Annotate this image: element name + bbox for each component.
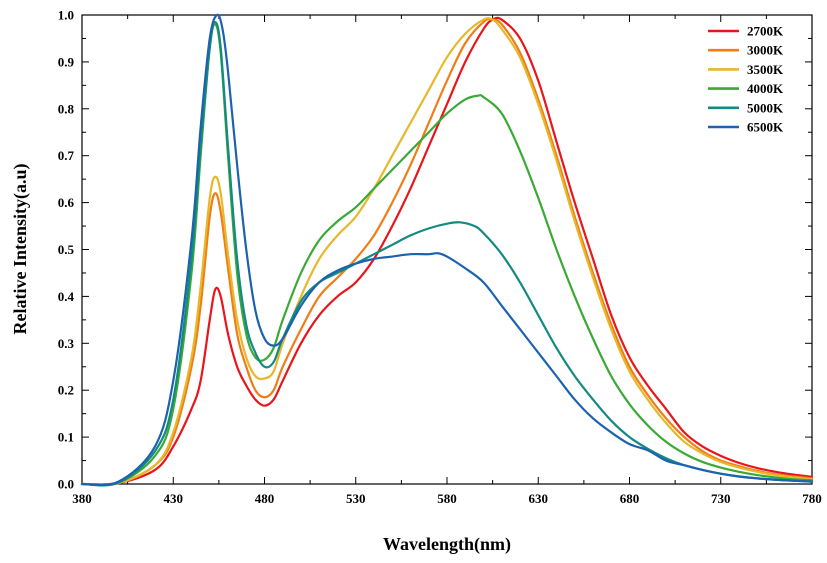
series-line-3000k — [80, 18, 814, 486]
y-tick-label: 0.2 — [58, 383, 74, 398]
y-tick-label: 0.9 — [58, 54, 75, 69]
x-tick-label: 430 — [164, 491, 184, 506]
legend-label-4000k: 4000K — [747, 81, 784, 96]
x-tick-label: 480 — [255, 491, 275, 506]
legend: 2700K 3000K 3500K 4000K 5000K 6500K — [708, 24, 784, 135]
legend-label-6500k: 6500K — [747, 120, 784, 135]
y-tick-label: 0.6 — [58, 195, 75, 210]
x-tick-label: 630 — [529, 491, 549, 506]
y-tick-label: 0.3 — [58, 336, 75, 351]
y-tick-label: 0.4 — [58, 289, 75, 304]
series-line-3500k — [80, 17, 814, 486]
legend-label-2700k: 2700K — [747, 24, 784, 39]
x-tick-label: 730 — [711, 491, 731, 506]
legend-label-5000k: 5000K — [747, 100, 784, 115]
x-axis-label: Wavelength(nm) — [383, 534, 511, 555]
series-layer — [80, 13, 814, 487]
y-tick-label: 0.7 — [58, 148, 75, 163]
x-tick-label: 780 — [802, 491, 822, 506]
y-axis-label: Relative Intensity(a.u) — [10, 164, 31, 335]
legend-label-3500k: 3500K — [747, 62, 784, 77]
y-tick-label: 0.8 — [58, 101, 75, 116]
series-line-5000k — [80, 20, 814, 487]
legend-label-3000k: 3000K — [747, 43, 784, 58]
x-tick-label: 530 — [346, 491, 366, 506]
x-tick-label: 580 — [437, 491, 457, 506]
series-line-6500k — [80, 13, 814, 487]
y-tick-label: 1.0 — [58, 8, 74, 23]
x-tick-label: 380 — [72, 491, 92, 506]
y-tick-label: 0.1 — [58, 430, 74, 445]
y-tick-label: 0.0 — [58, 477, 74, 492]
y-tick-label: 0.5 — [58, 242, 75, 257]
series-line-2700k — [80, 16, 814, 486]
axis-ticks: 380 430 480 530 580 630 680 730 780 0.0 0.1 0.2 0.3 0… — [58, 8, 822, 507]
x-tick-label: 680 — [620, 491, 640, 506]
